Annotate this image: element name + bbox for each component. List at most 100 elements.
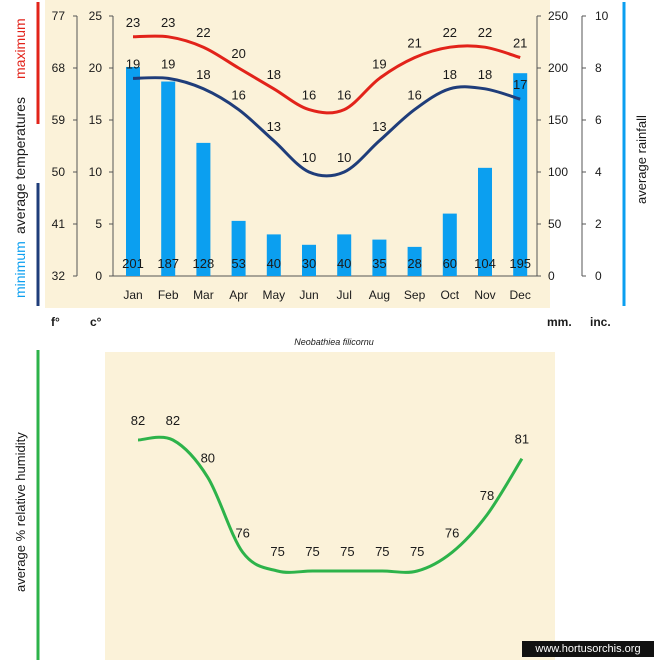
x-tick-label: Feb xyxy=(158,288,179,302)
minimum-temperature-line xyxy=(132,76,521,178)
x-tick-label: Mar xyxy=(193,288,214,302)
inches-tick-label: 4 xyxy=(595,165,602,179)
humidity-value-label: 82 xyxy=(131,413,145,428)
humidity-panel xyxy=(105,352,555,660)
unit-celsius: c° xyxy=(90,315,102,329)
rainfall-bar xyxy=(478,167,492,276)
x-tick-label: Aug xyxy=(369,288,390,302)
rainfall-bar xyxy=(513,73,528,276)
maximum-value-label: 22 xyxy=(196,25,210,40)
unit-mm: mm. xyxy=(547,315,572,329)
x-tick-label: May xyxy=(262,288,285,302)
celsius-tick-label: 0 xyxy=(95,269,102,283)
rainfall-bar xyxy=(337,234,352,276)
minimum-value-label: 19 xyxy=(161,56,175,71)
rainfall-value-label: 53 xyxy=(231,256,245,271)
rainfall-bar xyxy=(266,234,281,276)
maximum-temperature-line xyxy=(132,34,521,115)
humidity-line-layer: 82 82 80 76 75 75 75 75 75 76 78 81 xyxy=(131,413,529,574)
mm-tick-label: 200 xyxy=(548,61,568,75)
rainfall-value-label: 201 xyxy=(122,256,144,271)
rainfall-value-label: 60 xyxy=(443,256,457,271)
maximum-value-label: 16 xyxy=(337,88,351,103)
minimum-value-label: 18 xyxy=(478,67,492,82)
watermark[interactable]: www.hortusorchis.org xyxy=(522,641,654,657)
inches-tick-label: 6 xyxy=(595,113,602,127)
minimum-value-label: 13 xyxy=(372,119,386,134)
inches-tick-label: 8 xyxy=(595,61,602,75)
humidity-value-label: 76 xyxy=(445,525,459,540)
ylabel-minimum: minimum xyxy=(12,241,28,298)
x-tick-label: Nov xyxy=(474,288,495,302)
rainfall-value-label: 40 xyxy=(337,256,351,271)
humidity-value-label: 75 xyxy=(340,544,354,559)
rainfall-value-label: 128 xyxy=(193,256,215,271)
fahrenheit-tick-label: 32 xyxy=(52,269,66,283)
rainfall-value-label: 30 xyxy=(302,256,316,271)
rainfall-value-label: 195 xyxy=(509,256,531,271)
maximum-value-label: 21 xyxy=(513,36,527,51)
humidity-value-label: 75 xyxy=(410,544,424,559)
x-tick-label: Jan xyxy=(123,288,142,302)
humidity-value-label: 82 xyxy=(166,413,180,428)
rainfall-bars xyxy=(126,66,528,277)
maximum-value-label: 20 xyxy=(231,46,245,61)
minimum-value-label: 10 xyxy=(337,150,351,165)
rainfall-value-label: 104 xyxy=(474,256,496,271)
fahrenheit-tick-label: 68 xyxy=(52,61,66,75)
ylabel-average-rainfall: average rainfall xyxy=(634,115,649,204)
humidity-value-label: 75 xyxy=(375,544,389,559)
inches-tick-label: 10 xyxy=(595,9,609,23)
axis-ticks: 3241505968770510152025050100150200250024… xyxy=(52,9,609,302)
maximum-value-label: 23 xyxy=(126,15,140,30)
rainfall-value-label: 40 xyxy=(267,256,281,271)
x-tick-label: Oct xyxy=(440,288,459,302)
minimum-value-label: 18 xyxy=(196,67,210,82)
fahrenheit-tick-label: 77 xyxy=(52,9,66,23)
value-labels: 23 23 22 20 18 16 16 19 21 22 22 21 19 19 18 16 13 10 10 13… xyxy=(122,15,531,271)
inches-tick-label: 2 xyxy=(595,217,602,231)
x-tick-label: Jul xyxy=(337,288,352,302)
maximum-value-label: 23 xyxy=(161,15,175,30)
celsius-tick-label: 20 xyxy=(89,61,103,75)
celsius-tick-label: 5 xyxy=(95,217,102,231)
humidity-value-label: 76 xyxy=(235,525,249,540)
minimum-value-label: 10 xyxy=(302,150,316,165)
humidity-value-label: 80 xyxy=(201,450,215,465)
x-tick-label: Jun xyxy=(299,288,318,302)
temperature-lines xyxy=(132,34,521,178)
humidity-value-label: 75 xyxy=(270,544,284,559)
x-tick-label: Apr xyxy=(229,288,248,302)
unit-fahrenheit: f° xyxy=(51,315,60,329)
mm-tick-label: 150 xyxy=(548,113,568,127)
rainfall-value-label: 187 xyxy=(157,256,179,271)
maximum-value-label: 19 xyxy=(372,56,386,71)
celsius-tick-label: 10 xyxy=(89,165,103,179)
minimum-value-label: 19 xyxy=(126,56,140,71)
fahrenheit-tick-label: 59 xyxy=(52,113,66,127)
maximum-value-label: 21 xyxy=(407,36,421,51)
maximum-value-label: 18 xyxy=(267,67,281,82)
species-name: Neobathiea filicornu xyxy=(294,337,374,347)
minimum-value-label: 17 xyxy=(513,77,527,92)
ylabel-maximum: maximum xyxy=(12,18,28,79)
maximum-value-label: 16 xyxy=(302,88,316,103)
rainfall-bar xyxy=(196,142,211,276)
celsius-tick-label: 25 xyxy=(89,9,103,23)
rainfall-bar xyxy=(372,239,387,276)
ylabel-humidity: average % relative humidity xyxy=(13,432,28,592)
fahrenheit-tick-label: 50 xyxy=(52,165,66,179)
minimum-value-label: 13 xyxy=(267,119,281,134)
minimum-value-label: 16 xyxy=(407,88,421,103)
rainfall-bar xyxy=(126,66,140,277)
mm-tick-label: 250 xyxy=(548,9,568,23)
rainfall-bar xyxy=(442,213,457,276)
rainfall-value-label: 28 xyxy=(407,256,421,271)
minimum-value-label: 18 xyxy=(443,67,457,82)
unit-inches: inc. xyxy=(590,315,611,329)
inches-tick-label: 0 xyxy=(595,269,602,283)
x-tick-label: Sep xyxy=(404,288,426,302)
mm-tick-label: 50 xyxy=(548,217,562,231)
mm-tick-label: 0 xyxy=(548,269,555,283)
